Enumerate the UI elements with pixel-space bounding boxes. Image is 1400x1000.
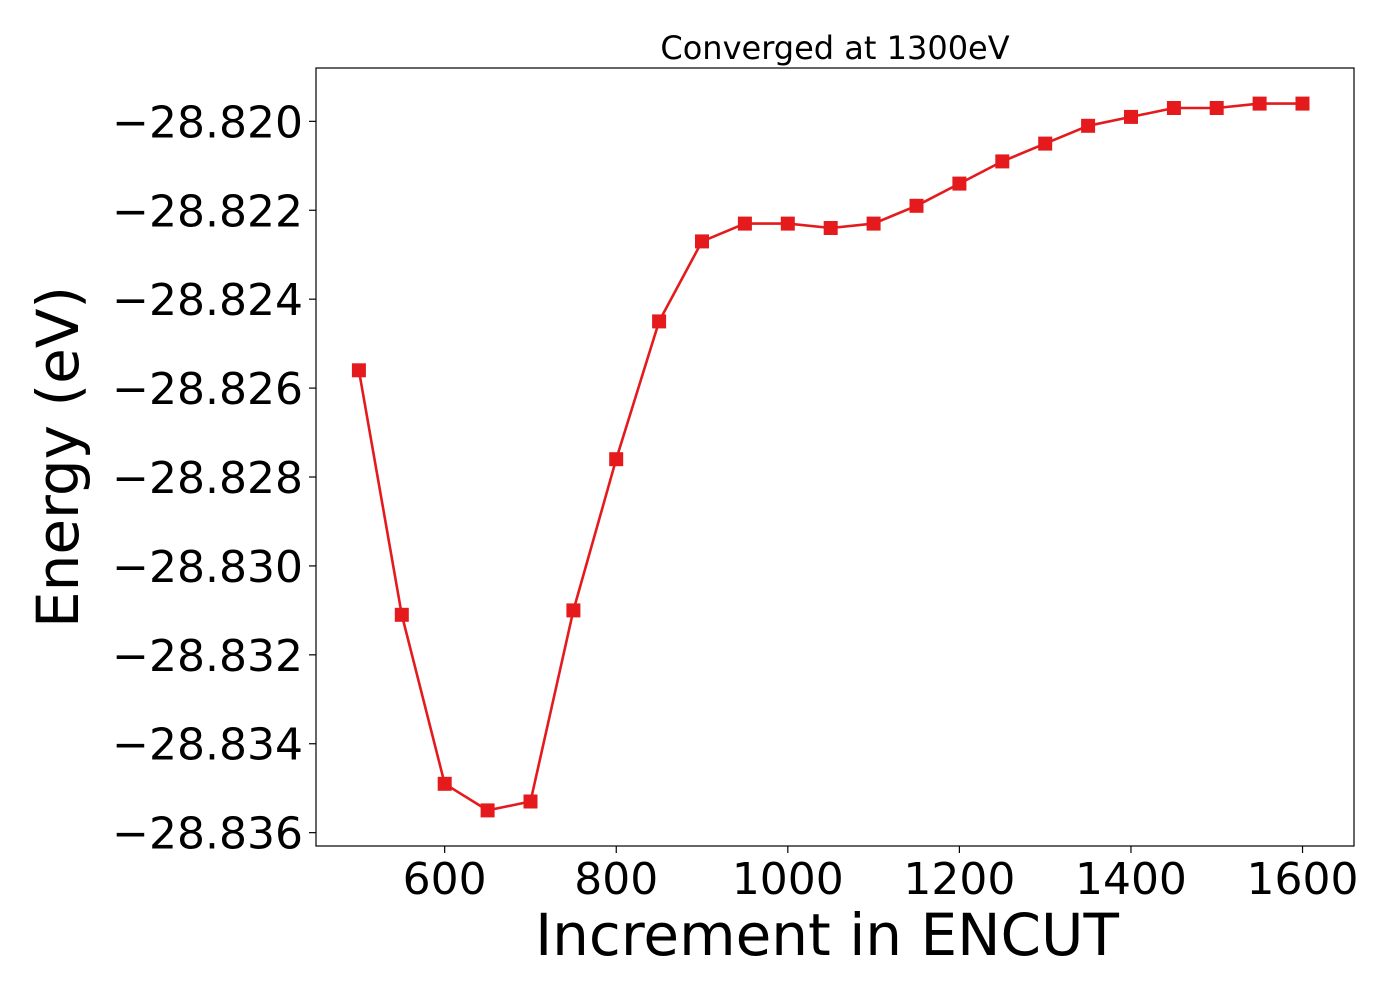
data-point-marker	[1038, 136, 1053, 151]
data-point-marker	[523, 794, 538, 809]
x-axis-ticks: 600 800 1000 1200 1400 1600	[403, 846, 1359, 905]
data-point-marker	[351, 363, 366, 378]
data-point-marker	[566, 603, 581, 618]
data-point-marker	[609, 452, 624, 467]
chart-title: Converged at 1300eV	[660, 29, 1009, 67]
y-axis-ticks: −28.820 −28.822 −28.824 −28.826 −28.828 −28.8…	[112, 97, 316, 860]
y-tick-label: −28.822	[112, 186, 303, 237]
data-point-marker	[909, 198, 924, 213]
y-tick-label: −28.824	[112, 275, 303, 326]
data-point-marker	[652, 314, 667, 329]
x-tick-label: 1000	[732, 854, 844, 905]
data-point-marker	[1166, 101, 1181, 115]
data-point-marker	[695, 234, 709, 249]
data-point-marker	[823, 221, 838, 235]
x-tick-label: 1600	[1247, 854, 1359, 905]
plot-area	[315, 67, 1355, 847]
data-point-marker	[737, 216, 752, 231]
y-tick-label: −28.826	[112, 364, 303, 415]
data-point-marker	[1081, 118, 1096, 133]
y-tick-label: −28.820	[112, 97, 303, 148]
data-point-marker	[780, 216, 795, 231]
y-tick-label: −28.830	[112, 542, 303, 593]
x-axis-label: Increment in ENCUT	[535, 901, 1119, 969]
energy-series	[351, 96, 1310, 818]
data-point-marker	[437, 776, 452, 791]
data-point-marker	[1124, 109, 1138, 124]
x-tick-label: 1400	[1075, 854, 1187, 905]
x-tick-label: 1200	[903, 854, 1015, 905]
data-point-marker	[394, 607, 409, 622]
data-point-marker	[866, 216, 881, 231]
y-tick-label: −28.836	[112, 809, 303, 860]
x-tick-label: 600	[403, 854, 487, 905]
y-axis-label: Energy (eV)	[24, 286, 92, 628]
data-point-marker	[1295, 96, 1310, 111]
data-point-marker	[480, 803, 495, 818]
y-tick-label: −28.834	[112, 720, 303, 771]
x-tick-label: 800	[574, 854, 658, 905]
data-point-marker	[1252, 96, 1267, 111]
data-point-marker	[952, 176, 967, 191]
data-point-marker	[995, 154, 1010, 169]
y-tick-label: −28.832	[112, 631, 303, 682]
data-point-marker	[1209, 101, 1224, 115]
y-tick-label: −28.828	[112, 453, 303, 504]
